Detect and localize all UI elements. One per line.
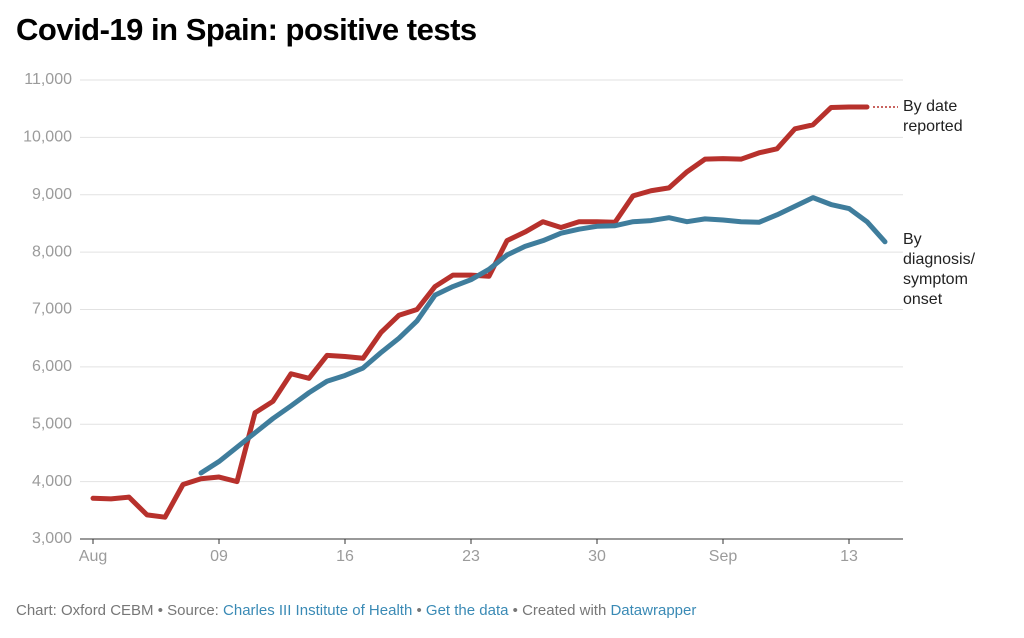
y-tick-label: 7,000 [32, 301, 72, 318]
x-tick-label: 09 [210, 548, 228, 565]
x-tick-label: 16 [336, 548, 354, 565]
datawrapper-link[interactable]: Datawrapper [610, 602, 697, 619]
series-label: By diagnosis/ symptom onset [903, 230, 976, 308]
chart-title: Covid-19 in Spain: positive tests [16, 12, 477, 47]
created-label: Created with [522, 602, 607, 619]
series-line [198, 195, 888, 476]
x-tick-label: Aug [79, 548, 107, 565]
x-tick-label: Sep [709, 548, 738, 565]
x-tick-label: 13 [840, 548, 858, 565]
separator: • [416, 602, 422, 619]
y-tick-label: 8,000 [32, 243, 72, 260]
y-tick-label: 4,000 [32, 473, 72, 490]
get-data-link[interactable]: Get the data [425, 602, 509, 619]
x-tick-label: 23 [462, 548, 480, 565]
x-tick-label: 30 [588, 548, 606, 565]
y-tick-label: 6,000 [32, 358, 72, 375]
separator: • [512, 602, 518, 619]
y-tick-label: 5,000 [32, 415, 72, 432]
source-label: Source: [167, 602, 219, 619]
y-tick-label: 10,000 [23, 129, 72, 146]
series-line [90, 104, 870, 520]
separator: • [157, 602, 163, 619]
source-link[interactable]: Charles III Institute of Health [223, 602, 413, 619]
credit: Chart: Oxford CEBM [16, 602, 154, 619]
y-tick-label: 9,000 [32, 186, 72, 203]
y-tick-label: 3,000 [32, 530, 72, 547]
footer: Chart: Oxford CEBM • Source: Charles III… [16, 602, 696, 619]
series-label: By date reported [903, 97, 963, 135]
y-tick-label: 11,000 [24, 71, 72, 88]
